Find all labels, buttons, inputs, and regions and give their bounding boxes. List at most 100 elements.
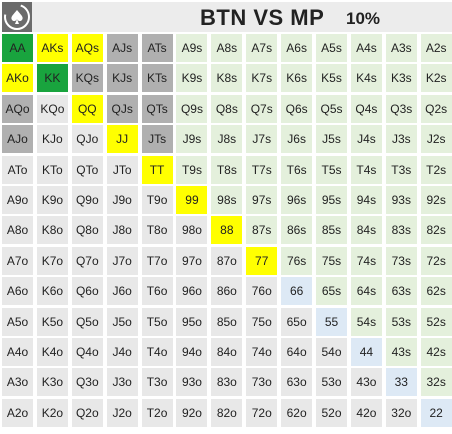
hand-cell-92o: 92o [176,398,208,427]
hand-cell-j9s: J9s [176,125,208,154]
hand-cell-qto: QTo [71,155,103,184]
hand-cell-85s: 85s [316,216,348,245]
hand-cell-j2s: J2s [420,125,452,154]
hand-cell-j5s: J5s [316,125,348,154]
hand-cell-76o: 76o [246,277,278,306]
hand-cell-a7o: A7o [2,246,33,275]
hand-cell-87s: 87s [246,216,278,245]
hand-cell-32o: 32o [385,398,417,427]
hand-cell-k2o: K2o [36,398,68,427]
hand-cell-kjo: KJo [36,125,68,154]
hand-cell-kk: KK [36,64,68,93]
hand-cell-98s: 98s [211,185,243,214]
hand-cell-j4o: J4o [106,337,138,366]
hand-cell-jj: JJ [106,125,138,154]
hand-cell-t4s: T4s [350,155,382,184]
hand-cell-q7s: Q7s [246,94,278,123]
hand-cell-t5s: T5s [316,155,348,184]
hand-cell-q2o: Q2o [71,398,103,427]
hand-cell-95o: 95o [176,307,208,336]
hand-cell-k3o: K3o [36,368,68,397]
hand-cell-q9s: Q9s [176,94,208,123]
hand-cell-a3s: A3s [385,34,417,62]
hand-cell-54s: 54s [350,307,382,336]
hand-cell-q3o: Q3o [71,368,103,397]
hand-cell-k7s: K7s [246,64,278,93]
hand-cell-kto: KTo [36,155,68,184]
hand-cell-t6s: T6s [281,155,313,184]
hand-cell-94s: 94s [350,185,382,214]
hand-cell-ajo: AJo [2,125,33,154]
hand-cell-j4s: J4s [350,125,382,154]
hand-cell-k8o: K8o [36,216,68,245]
hand-cell-74s: 74s [350,246,382,275]
hand-cell-j7s: J7s [246,125,278,154]
hand-cell-aa: AA [2,34,33,62]
range-percent: 10% [346,9,381,28]
hand-cell-a2s: A2s [420,34,452,62]
hand-cell-q4o: Q4o [71,337,103,366]
hand-cell-97o: 97o [176,246,208,275]
hand-cell-q7o: Q7o [71,246,103,275]
hand-cell-aks: AKs [36,34,68,62]
hand-cell-qjs: QJs [106,94,138,123]
hand-cell-86o: 86o [211,277,243,306]
hand-cell-kjs: KJs [106,64,138,93]
hand-cell-q6s: Q6s [281,94,313,123]
hand-cell-q9o: Q9o [71,185,103,214]
hand-cell-75s: 75s [316,246,348,275]
hand-cell-22: 22 [420,398,452,427]
hand-cell-jto: JTo [106,155,138,184]
hand-cell-t8s: T8s [211,155,243,184]
hand-cell-k9o: K9o [36,185,68,214]
hand-cell-a6s: A6s [281,34,313,62]
hand-cell-t2s: T2s [420,155,452,184]
hand-cell-85o: 85o [211,307,243,336]
hand-cell-t2o: T2o [141,398,173,427]
hand-cell-63s: 63s [385,277,417,306]
hand-cell-a5s: A5s [316,34,348,62]
hand-cell-ato: ATo [2,155,33,184]
hand-cell-j3s: J3s [385,125,417,154]
hand-cell-qjo: QJo [71,125,103,154]
hand-cell-62s: 62s [420,277,452,306]
hand-cell-64o: 64o [281,337,313,366]
hand-cell-t4o: T4o [141,337,173,366]
hand-cell-k8s: K8s [211,64,243,93]
hand-cell-qts: QTs [141,94,173,123]
hand-cell-65s: 65s [316,277,348,306]
hand-cell-43o: 43o [350,368,382,397]
hand-cell-a7s: A7s [246,34,278,62]
hand-cell-64s: 64s [350,277,382,306]
hand-cell-52o: 52o [316,398,348,427]
hand-cell-q6o: Q6o [71,277,103,306]
hand-cell-42s: 42s [420,337,452,366]
hand-cell-65o: 65o [281,307,313,336]
hand-cell-j5o: J5o [106,307,138,336]
hand-cell-96o: 96o [176,277,208,306]
hand-cell-kqs: KQs [71,64,103,93]
hand-cell-82s: 82s [420,216,452,245]
hand-cell-77: 77 [246,246,278,275]
hand-cell-76s: 76s [281,246,313,275]
hand-cell-97s: 97s [246,185,278,214]
hand-cell-93s: 93s [385,185,417,214]
hand-cell-t7s: T7s [246,155,278,184]
hand-cell-a4s: A4s [350,34,382,62]
hand-cell-33: 33 [385,368,417,397]
hand-cell-q8s: Q8s [211,94,243,123]
hand-cell-ajs: AJs [106,34,138,62]
hand-cell-92s: 92s [420,185,452,214]
hand-cell-q5o: Q5o [71,307,103,336]
hand-cell-kts: KTs [141,64,173,93]
hand-cell-q8o: Q8o [71,216,103,245]
hand-cell-k7o: K7o [36,246,68,275]
hand-cell-k3s: K3s [385,64,417,93]
hand-cell-k9s: K9s [176,64,208,93]
hand-cell-k6o: K6o [36,277,68,306]
hand-cell-jts: JTs [141,125,173,154]
hand-cell-t8o: T8o [141,216,173,245]
hand-cell-a6o: A6o [2,277,33,306]
title-bar: BTN VS MP 10% [32,2,452,32]
logo [2,2,32,32]
